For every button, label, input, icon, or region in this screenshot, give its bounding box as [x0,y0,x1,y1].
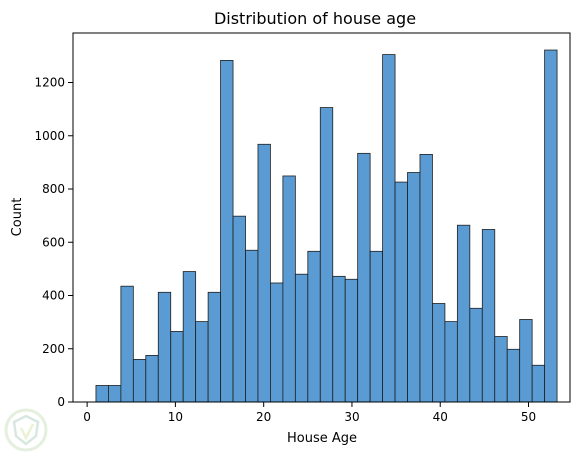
histogram-bar-33 [506,348,521,403]
watermark-logo [4,408,48,452]
histogram-bar-4 [145,355,159,403]
histogram-bar-0 [95,385,109,403]
x-tick-label: 20 [256,410,271,424]
histogram-bar-22 [369,250,383,403]
histogram-bar-10 [220,60,234,403]
histogram-bar-27 [432,303,446,403]
histogram-bar-28 [444,321,458,403]
x-axis-ticks: 0 10 20 30 40 50 [83,402,536,424]
y-tick-label: 0 [57,395,65,409]
histogram-bar-13 [257,143,271,403]
chart-title: Distribution of house age [214,9,416,28]
histogram-bar-18 [319,107,334,403]
y-tick-label: 1200 [34,76,65,90]
histogram-bar-31 [481,229,496,403]
plot-frame [72,32,571,403]
y-tick-label: 400 [42,289,65,303]
histogram-bar-17 [307,250,321,403]
y-axis-label: Count [10,198,25,237]
histogram-bar-12 [245,249,259,403]
histogram-bar-21 [357,152,371,403]
y-axis-ticks: 0 200 400 600 800 1000 1200 [34,76,73,409]
x-tick-label: 40 [433,410,448,424]
histogram-bar-32 [494,336,508,403]
histogram-bar-11 [232,215,246,403]
x-tick-label: 0 [83,410,91,424]
histogram-bar-5 [157,291,172,403]
histogram-bar-25 [407,172,421,403]
histogram-bar-7 [182,271,197,403]
histogram-bar-14 [270,282,284,403]
x-tick-label: 10 [168,410,183,424]
histogram-bar-15 [282,175,296,403]
histogram-bar-35 [531,364,546,403]
histogram-bar-8 [195,321,209,403]
histogram-bar-1 [108,385,122,403]
histogram-bar-20 [344,278,359,403]
histogram-bar-6 [170,331,184,403]
x-tick-label: 50 [521,410,536,424]
x-axis-label: House Age [287,431,357,446]
histogram-bar-23 [382,54,396,403]
y-tick-label: 200 [42,342,65,356]
histogram-bar-34 [519,319,533,403]
histogram-bar-26 [419,153,433,403]
histogram-bar-36 [544,49,558,403]
y-tick-label: 600 [42,235,65,249]
histogram-bar-29 [456,224,471,403]
histogram-bar-19 [332,275,346,403]
histogram-bar-3 [132,358,147,403]
y-tick-label: 1000 [34,129,65,143]
histogram-bar-9 [207,291,221,403]
y-tick-label: 800 [42,182,65,196]
bars-group [95,49,558,403]
histogram-bar-24 [394,181,408,403]
histogram-bar-30 [469,307,483,403]
x-tick-label: 30 [344,410,359,424]
histogram-bar-16 [294,273,309,403]
histogram-bar-2 [120,285,134,403]
